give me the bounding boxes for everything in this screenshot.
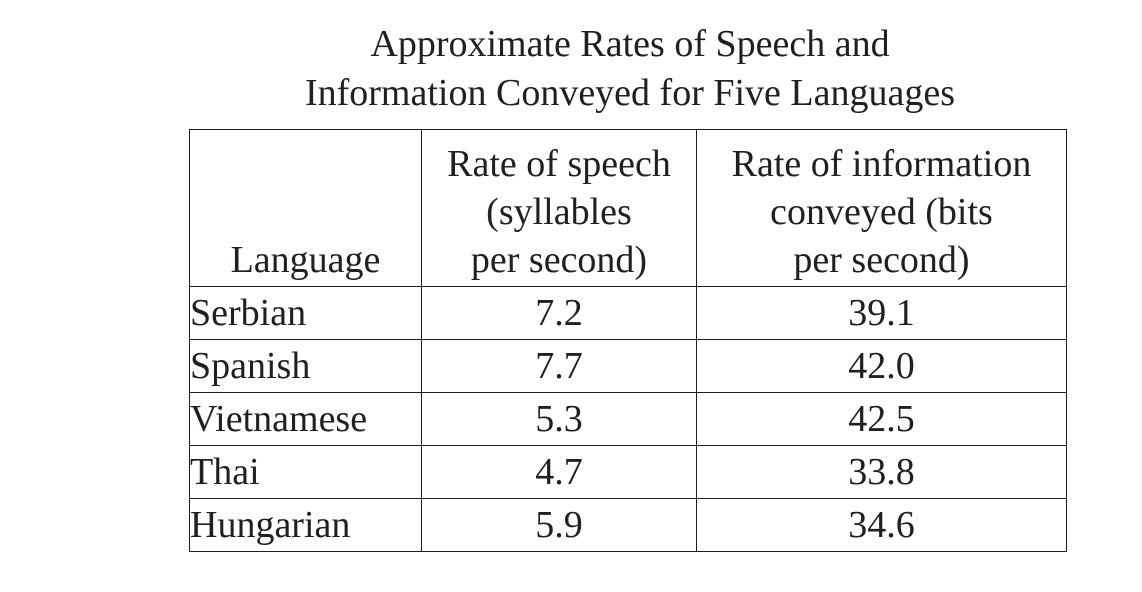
data-table: Language Rate of speech (syllables per s…: [189, 129, 1067, 552]
cell-speech-rate: 4.7: [421, 445, 697, 499]
cell-speech-rate: 5.9: [421, 498, 697, 552]
header-speech-rate-line-3: per second): [470, 239, 648, 281]
chart-title: Approximate Rates of Speech and Informat…: [0, 20, 1142, 118]
cell-language: Thai: [189, 445, 422, 499]
header-language-line-1: Language: [230, 239, 381, 281]
cell-speech-rate: 5.3: [421, 392, 697, 446]
cell-language: Hungarian: [189, 498, 422, 552]
header-info-rate-line-2: conveyed (bits: [770, 191, 993, 233]
table-row: Hungarian 5.9 34.6: [189, 498, 1067, 552]
header-language: Language: [189, 129, 422, 287]
header-info-rate-line-3: per second): [793, 239, 970, 281]
cell-speech-rate: 7.7: [421, 339, 697, 393]
header-info-rate: Rate of information conveyed (bits per s…: [696, 129, 1067, 287]
table-row: Thai 4.7 33.8: [189, 445, 1067, 499]
cell-language: Serbian: [189, 286, 422, 340]
cell-info-rate: 34.6: [696, 498, 1067, 552]
header-speech-rate: Rate of speech (syllables per second): [421, 129, 697, 287]
chart-title-line-2: Information Conveyed for Five Languages: [304, 72, 956, 114]
header-row: Language Rate of speech (syllables per s…: [189, 129, 1067, 287]
cell-info-rate: 39.1: [696, 286, 1067, 340]
header-speech-rate-line-1: Rate of speech: [447, 143, 671, 185]
header-speech-rate-line-2: (syllables: [486, 191, 632, 233]
cell-info-rate: 42.0: [696, 339, 1067, 393]
table-row: Serbian 7.2 39.1: [189, 286, 1067, 340]
table-row: Spanish 7.7 42.0: [189, 339, 1067, 393]
cell-info-rate: 42.5: [696, 392, 1067, 446]
header-info-rate-line-1: Rate of information: [731, 143, 1032, 185]
table-row: Vietnamese 5.3 42.5: [189, 392, 1067, 446]
cell-speech-rate: 7.2: [421, 286, 697, 340]
cell-info-rate: 33.8: [696, 445, 1067, 499]
chart-title-line-1: Approximate Rates of Speech and: [370, 23, 890, 65]
cell-language: Spanish: [189, 339, 422, 393]
cell-language: Vietnamese: [189, 392, 422, 446]
